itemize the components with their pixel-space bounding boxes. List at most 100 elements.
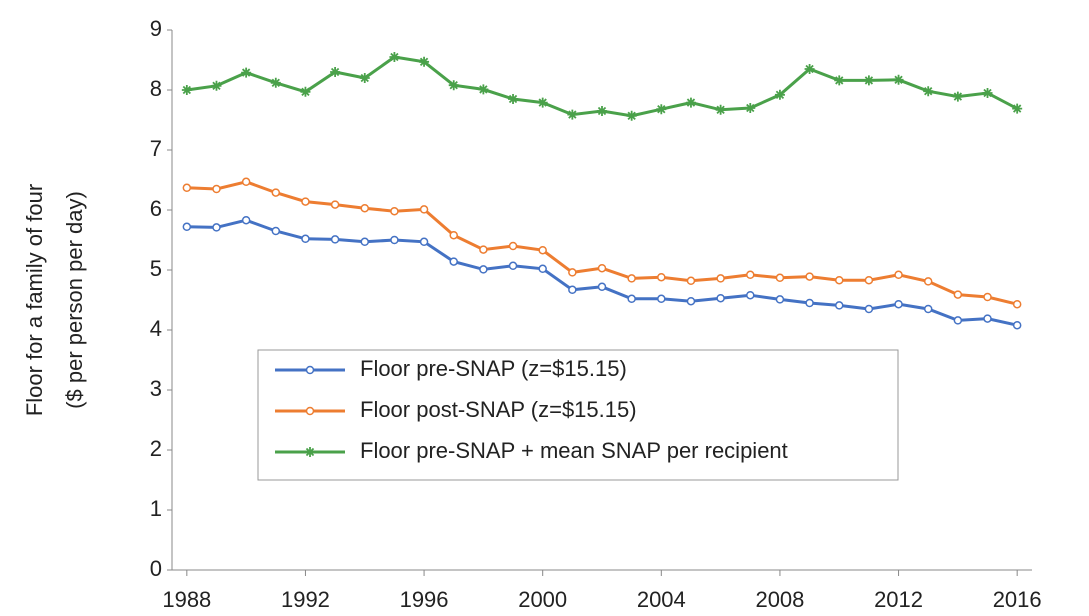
marker — [271, 226, 281, 236]
marker — [537, 97, 548, 108]
marker — [894, 299, 903, 309]
marker — [775, 295, 785, 304]
marker — [923, 86, 934, 97]
marker — [567, 109, 578, 120]
marker — [894, 270, 903, 280]
marker — [716, 293, 725, 303]
marker — [657, 272, 666, 282]
marker — [360, 237, 370, 247]
marker — [864, 304, 874, 314]
y-tick-label: 3 — [150, 376, 162, 401]
x-tick-label: 1988 — [162, 587, 211, 612]
marker — [686, 276, 696, 286]
marker — [360, 203, 370, 213]
legend-label: Floor pre-SNAP + mean SNAP per recipient — [360, 438, 788, 463]
marker — [982, 88, 993, 98]
marker — [508, 261, 518, 271]
marker — [863, 75, 874, 86]
marker — [330, 67, 341, 77]
y-axis-title-line: ($ per person per day) — [62, 191, 87, 409]
marker — [626, 110, 637, 121]
x-tick-label: 1996 — [400, 587, 449, 612]
marker — [597, 106, 607, 116]
marker — [181, 85, 192, 95]
legend-label: Floor pre-SNAP (z=$15.15) — [360, 356, 627, 381]
marker — [212, 184, 221, 194]
marker — [952, 91, 963, 102]
marker — [953, 290, 963, 299]
legend-label: Floor post-SNAP (z=$15.15) — [360, 397, 637, 422]
legend-marker — [305, 447, 315, 457]
x-tick-label: 2008 — [755, 587, 804, 612]
marker — [330, 200, 340, 209]
marker — [656, 104, 667, 115]
x-tick-label: 2000 — [518, 587, 567, 612]
marker — [627, 274, 636, 283]
marker — [716, 274, 725, 283]
marker — [685, 97, 696, 108]
marker — [834, 75, 845, 86]
y-tick-label: 5 — [150, 256, 162, 281]
marker — [805, 298, 814, 308]
marker — [301, 197, 310, 206]
y-axis-title-line: Floor for a family of four — [22, 184, 47, 416]
marker — [805, 272, 814, 281]
marker — [419, 56, 430, 67]
marker — [479, 245, 488, 254]
marker — [597, 282, 607, 292]
y-axis-title: Floor for a family of four ($ per person… — [22, 184, 87, 416]
marker — [270, 77, 281, 88]
marker — [508, 241, 518, 251]
marker — [182, 183, 192, 193]
marker — [300, 86, 311, 97]
marker — [983, 292, 992, 302]
marker — [657, 294, 666, 304]
marker — [241, 67, 252, 78]
marker — [923, 277, 933, 286]
marker — [893, 74, 904, 85]
y-tick-label: 2 — [150, 436, 162, 461]
marker — [390, 206, 399, 216]
legend-marker — [305, 365, 315, 375]
y-tick-label: 8 — [150, 76, 162, 101]
y-tick-label: 7 — [150, 136, 162, 161]
marker — [389, 52, 400, 62]
marker — [953, 316, 963, 325]
marker — [1012, 320, 1022, 330]
marker — [686, 296, 696, 306]
marker — [390, 235, 399, 245]
y-tick-label: 6 — [150, 196, 162, 221]
marker — [834, 301, 844, 310]
marker — [211, 80, 222, 91]
marker — [301, 234, 310, 244]
marker — [568, 268, 577, 277]
marker — [359, 73, 370, 83]
marker — [627, 294, 636, 304]
marker — [508, 94, 519, 104]
marker — [745, 103, 756, 113]
marker — [1012, 299, 1022, 309]
marker — [538, 264, 547, 274]
marker — [478, 84, 489, 95]
marker — [774, 89, 785, 100]
marker — [538, 245, 547, 255]
marker — [597, 263, 607, 273]
marker — [419, 205, 429, 214]
y-tick-label: 4 — [150, 316, 162, 341]
y-tick-label: 9 — [150, 16, 162, 41]
marker — [449, 257, 458, 266]
x-tick-label: 2004 — [637, 587, 686, 612]
series-line — [186, 218, 1018, 327]
x-tick-label: 2012 — [874, 587, 923, 612]
marker — [775, 273, 785, 283]
marker — [182, 222, 192, 232]
marker — [449, 230, 458, 240]
marker — [568, 285, 577, 295]
marker — [212, 223, 221, 232]
marker — [715, 104, 726, 115]
marker — [271, 188, 281, 197]
marker — [241, 215, 251, 225]
marker — [864, 275, 874, 285]
marker — [1012, 103, 1023, 114]
